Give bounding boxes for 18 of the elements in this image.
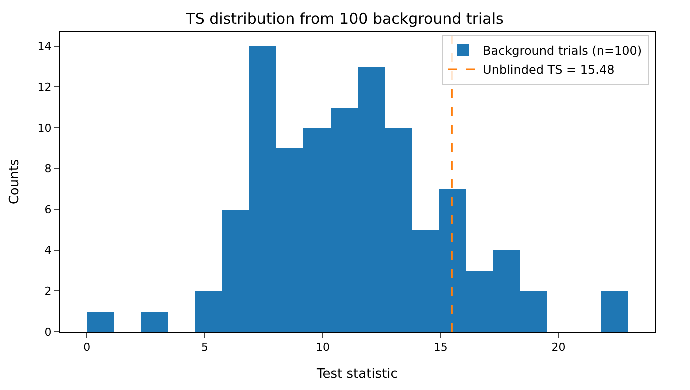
ref-line-label: Unblinded TS = 15.48 [483, 63, 615, 78]
chart-title: TS distribution from 100 background trials [185, 10, 504, 28]
x-tick-label: 0 [84, 341, 91, 354]
x-tick-label: 10 [316, 341, 330, 354]
y-tick-label: 0 [44, 326, 52, 339]
y-tick-label: 12 [38, 80, 52, 94]
y-tick-label: 14 [38, 40, 52, 54]
x-axis-title: Test statistic [316, 366, 398, 382]
x-tick-label: 20 [552, 341, 566, 354]
y-tick-label: 8 [44, 162, 52, 176]
y-tick-label: 2 [44, 285, 52, 298]
y-tick-label: 4 [44, 244, 52, 258]
legend-label: Background trials (n=100) [483, 44, 642, 58]
y-tick-label: 10 [38, 122, 52, 135]
x-tick-label: 15 [434, 341, 448, 354]
x-tick-label: 5 [202, 341, 209, 354]
y-axis-title: Counts [8, 159, 23, 205]
y-tick-label: 6 [44, 203, 52, 216]
